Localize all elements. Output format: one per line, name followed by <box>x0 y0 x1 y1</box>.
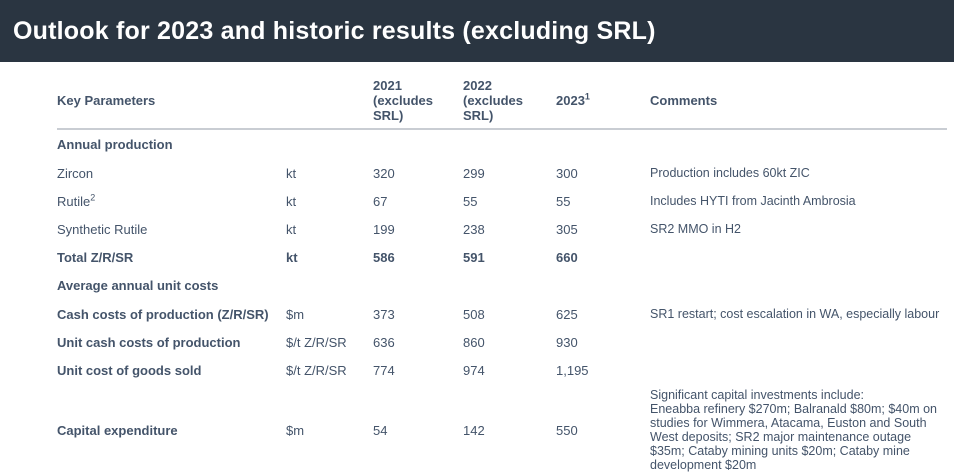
row-parameter: Rutile2 <box>57 192 96 209</box>
page-title: Outlook for 2023 and historic results (e… <box>13 16 656 45</box>
value-2023: 930 <box>556 334 578 350</box>
value-2021: 320 <box>373 165 395 181</box>
value-2022: 238 <box>463 221 485 237</box>
value-2021: 774 <box>373 362 395 378</box>
column-header-unit <box>286 99 373 103</box>
value-2022: 974 <box>463 362 485 378</box>
row-unit: $m <box>286 422 305 438</box>
row-parameter: Zircon <box>57 165 94 181</box>
row-comment <box>650 364 947 377</box>
table-row-capital-expenditure: Capital expenditure $m 54 142 550 Signif… <box>57 384 947 476</box>
value-2023: 300 <box>556 165 578 181</box>
section-label: Annual production <box>57 137 173 152</box>
value-2021: 373 <box>373 306 395 322</box>
table-row-zircon: Zircon kt 320 299 300 Production include… <box>57 159 947 187</box>
table-row-rutile: Rutile2 kt 67 55 55 Includes HYTI from J… <box>57 187 947 215</box>
row-comment <box>650 251 947 264</box>
column-header-2023: 20231 <box>556 91 590 108</box>
row-comment: Significant capital investments include:… <box>650 388 937 472</box>
value-2023: 550 <box>556 422 578 438</box>
value-2023: 660 <box>556 249 578 265</box>
value-2022: 299 <box>463 165 485 181</box>
value-2022: 55 <box>463 193 478 209</box>
row-comment: Includes HYTI from Jacinth Ambrosia <box>650 194 856 208</box>
footnote-marker: 2 <box>90 192 96 203</box>
section-label: Average annual unit costs <box>57 278 219 293</box>
row-parameter: Unit cost of goods sold <box>57 362 202 378</box>
row-parameter: Capital expenditure <box>57 422 178 438</box>
table-row-cash-costs-of-production: Cash costs of production (Z/R/SR) $m 373… <box>57 300 947 328</box>
key-parameters-table: Key Parameters 2021 (excludes SRL) 2022 … <box>57 76 947 476</box>
row-comment <box>650 336 947 349</box>
row-unit: kt <box>286 221 297 237</box>
section-row-average-annual-unit-costs: Average annual unit costs <box>57 271 947 300</box>
value-2021: 54 <box>373 422 388 438</box>
value-2023: 305 <box>556 221 578 237</box>
value-2021: 67 <box>373 193 388 209</box>
column-header-comments: Comments <box>650 93 718 108</box>
table-row-synthetic-rutile: Synthetic Rutile kt 199 238 305 SR2 MMO … <box>57 215 947 243</box>
row-comment: SR1 restart; cost escalation in WA, espe… <box>650 307 940 321</box>
value-2023: 55 <box>556 193 571 209</box>
table-row-total-zrsr: Total Z/R/SR kt 586 591 660 <box>57 243 947 271</box>
section-row-annual-production: Annual production <box>57 130 947 159</box>
table-header-row: Key Parameters 2021 (excludes SRL) 2022 … <box>57 76 947 130</box>
value-2022: 508 <box>463 306 485 322</box>
title-bar: Outlook for 2023 and historic results (e… <box>0 0 954 62</box>
row-parameter: Cash costs of production (Z/R/SR) <box>57 306 269 322</box>
row-comment: Production includes 60kt ZIC <box>650 166 810 180</box>
table-row-unit-cash-costs: Unit cash costs of production $/t Z/R/SR… <box>57 328 947 356</box>
column-header-2022: 2022 (excludes SRL) <box>463 78 523 123</box>
row-unit: kt <box>286 165 297 181</box>
row-unit: kt <box>286 193 297 209</box>
row-parameter: Unit cash costs of production <box>57 334 241 350</box>
value-2021: 586 <box>373 249 395 265</box>
value-2021: 199 <box>373 221 395 237</box>
row-parameter: Total Z/R/SR <box>57 249 134 265</box>
value-2022: 591 <box>463 249 485 265</box>
value-2021: 636 <box>373 334 395 350</box>
table-row-unit-cost-of-goods-sold: Unit cost of goods sold $/t Z/R/SR 774 9… <box>57 356 947 384</box>
footnote-marker: 1 <box>584 91 590 102</box>
row-unit: $/t Z/R/SR <box>286 334 347 350</box>
row-unit: $m <box>286 306 305 322</box>
row-unit: kt <box>286 249 298 265</box>
value-2023: 1,195 <box>556 362 589 378</box>
row-parameter: Synthetic Rutile <box>57 221 148 237</box>
column-header-key-parameters: Key Parameters <box>57 93 156 108</box>
row-unit: $/t Z/R/SR <box>286 362 347 378</box>
value-2022: 860 <box>463 334 485 350</box>
row-comment: SR2 MMO in H2 <box>650 222 741 236</box>
column-header-2021: 2021 (excludes SRL) <box>373 78 433 123</box>
value-2022: 142 <box>463 422 485 438</box>
value-2023: 625 <box>556 306 578 322</box>
